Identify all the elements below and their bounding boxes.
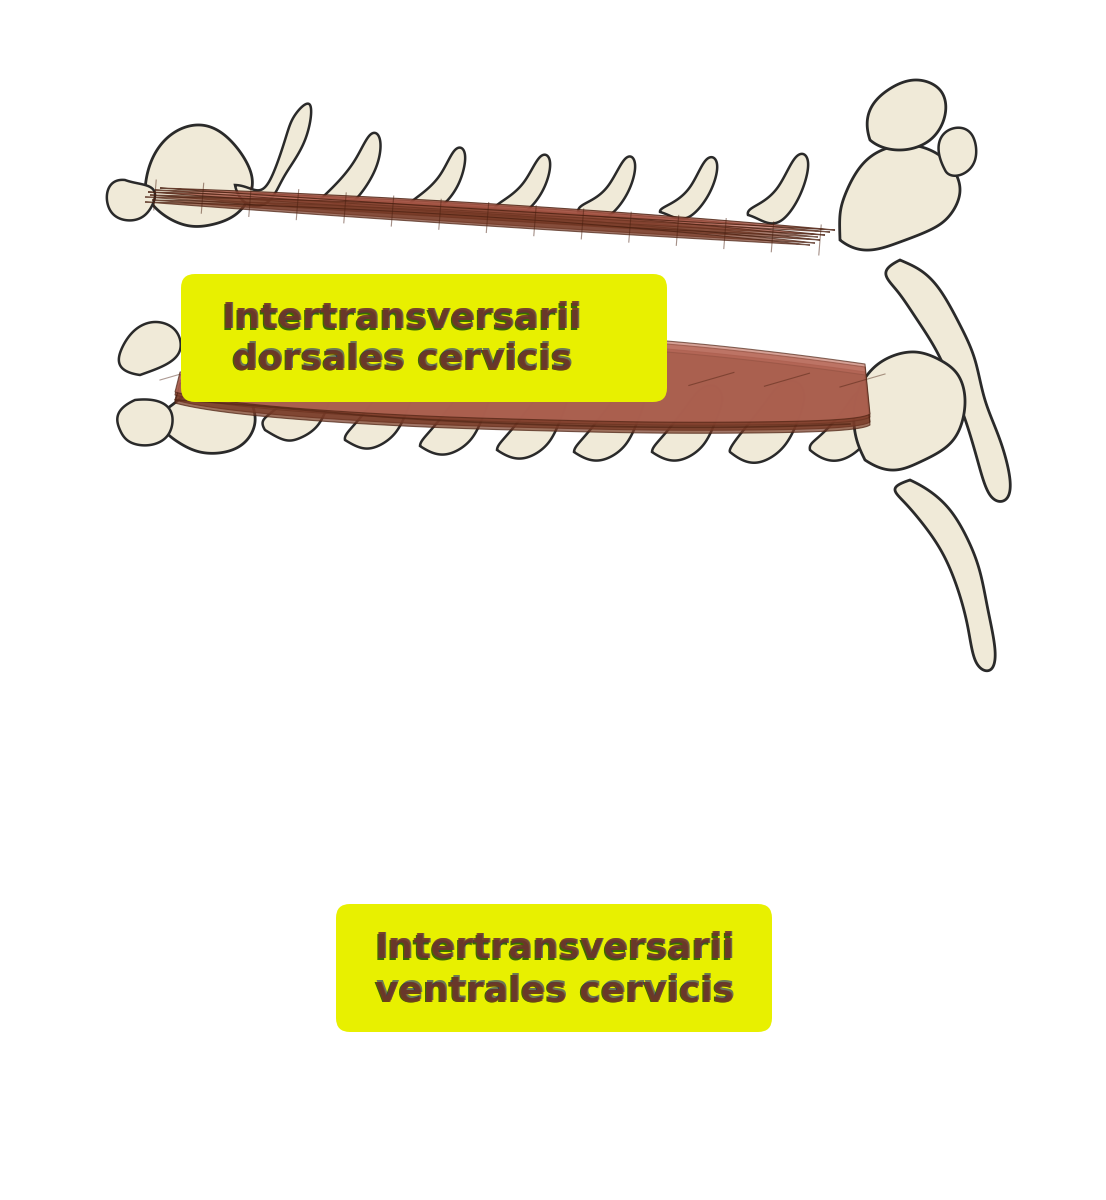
Text: Intertransversarii: Intertransversarii — [223, 300, 583, 334]
Polygon shape — [175, 344, 870, 433]
Polygon shape — [160, 188, 835, 230]
Text: dorsales cervicis: dorsales cervicis — [233, 341, 573, 374]
Polygon shape — [578, 156, 635, 218]
Polygon shape — [345, 373, 414, 449]
Polygon shape — [150, 194, 820, 240]
Polygon shape — [152, 200, 815, 242]
Polygon shape — [175, 337, 870, 425]
Polygon shape — [886, 260, 1010, 502]
Polygon shape — [653, 385, 722, 461]
Text: ventrales cervicis: ventrales cervicis — [376, 973, 735, 1007]
Polygon shape — [939, 127, 977, 175]
Text: ventrales cervicis: ventrales cervicis — [375, 974, 734, 1008]
Polygon shape — [730, 382, 804, 463]
Text: Intertransversarii: Intertransversarii — [376, 930, 737, 964]
Polygon shape — [895, 480, 995, 671]
Text: Intertransversarii: Intertransversarii — [374, 932, 734, 966]
Polygon shape — [234, 103, 311, 206]
Polygon shape — [155, 190, 830, 232]
Polygon shape — [175, 334, 870, 422]
Text: Intertransversarii: Intertransversarii — [221, 302, 581, 336]
Text: Intertransversarii: Intertransversarii — [222, 301, 582, 335]
Polygon shape — [320, 133, 380, 205]
Text: ventrales cervicis: ventrales cervicis — [374, 974, 733, 1009]
FancyBboxPatch shape — [336, 904, 772, 1032]
Polygon shape — [145, 197, 818, 236]
Polygon shape — [867, 80, 946, 150]
Polygon shape — [574, 385, 644, 461]
Polygon shape — [262, 361, 338, 440]
Polygon shape — [854, 352, 966, 470]
Polygon shape — [118, 322, 180, 374]
Text: dorsales cervicis: dorsales cervicis — [232, 342, 572, 376]
Polygon shape — [660, 157, 717, 218]
Polygon shape — [497, 384, 567, 458]
Polygon shape — [175, 342, 870, 431]
FancyBboxPatch shape — [181, 274, 667, 402]
Polygon shape — [494, 155, 550, 216]
Text: Intertransversarii: Intertransversarii — [375, 931, 735, 965]
Polygon shape — [810, 388, 880, 461]
Polygon shape — [107, 180, 155, 221]
Polygon shape — [420, 379, 490, 455]
Polygon shape — [145, 125, 252, 227]
Polygon shape — [839, 145, 960, 250]
Polygon shape — [161, 380, 255, 454]
Text: dorsales cervicis: dorsales cervicis — [231, 343, 571, 377]
Polygon shape — [145, 202, 810, 245]
Polygon shape — [148, 192, 825, 235]
Polygon shape — [117, 400, 173, 445]
Polygon shape — [410, 148, 466, 211]
Polygon shape — [748, 154, 808, 223]
